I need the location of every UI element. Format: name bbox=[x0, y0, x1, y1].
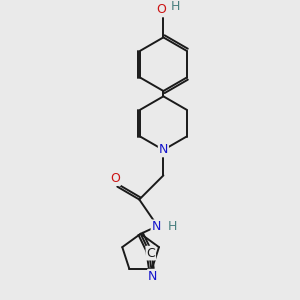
Text: N: N bbox=[159, 143, 168, 156]
Text: O: O bbox=[110, 172, 120, 185]
Text: N: N bbox=[148, 270, 158, 283]
Text: O: O bbox=[156, 3, 166, 16]
Text: N: N bbox=[152, 220, 161, 233]
Text: H: H bbox=[168, 220, 178, 233]
Text: C: C bbox=[146, 247, 155, 260]
Text: H: H bbox=[171, 0, 180, 13]
